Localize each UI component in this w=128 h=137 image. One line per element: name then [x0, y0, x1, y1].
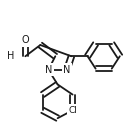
- Text: N: N: [45, 65, 52, 75]
- Text: H: H: [7, 51, 14, 61]
- Text: N: N: [63, 65, 71, 75]
- Text: O: O: [22, 35, 29, 45]
- Text: Cl: Cl: [68, 106, 77, 115]
